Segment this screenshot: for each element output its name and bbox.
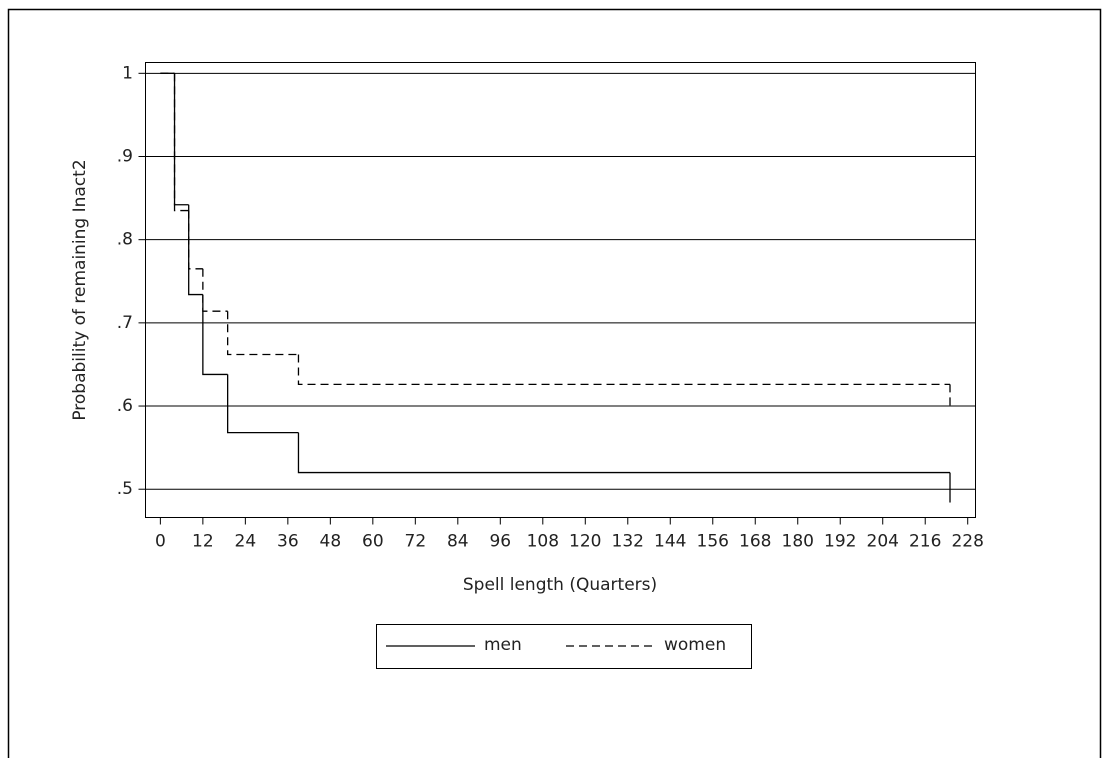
step-line: [297, 432, 951, 474]
x-tick-label: 36: [277, 532, 299, 552]
legend-label: women: [664, 635, 726, 655]
x-tick-label: 204: [867, 532, 899, 552]
x-tick-label: 60: [362, 532, 384, 552]
x-tick-label: 84: [447, 532, 469, 552]
step-line: [188, 204, 203, 296]
step-line: [188, 210, 203, 270]
x-tick-label: 132: [612, 532, 644, 552]
x-tick-label: 144: [654, 532, 686, 552]
x-tick-label: 156: [697, 532, 729, 552]
y-tick-label: 1: [122, 63, 133, 83]
x-tick-label: 12: [192, 532, 214, 552]
step-line: [173, 73, 189, 206]
x-tick-label: 228: [951, 532, 983, 552]
x-tick-label: 24: [235, 532, 257, 552]
y-tick-label: .6: [117, 396, 133, 416]
legend-box: [376, 624, 752, 669]
outer-frame: [7, 8, 1102, 758]
step-line: [227, 374, 299, 434]
y-axis-label: Probability of remaining Inact2: [70, 159, 90, 420]
step-line: [202, 268, 228, 312]
x-tick-label: 168: [739, 532, 771, 552]
step-line: [227, 311, 299, 356]
x-tick-label: 48: [320, 532, 342, 552]
y-tick-label: .5: [117, 479, 133, 499]
x-tick-label: 192: [824, 532, 856, 552]
y-tick-label: .7: [117, 313, 133, 333]
x-tick-label: 72: [405, 532, 427, 552]
step-line: [297, 354, 951, 386]
step-line: [173, 73, 189, 212]
plot-frame: [145, 62, 976, 518]
legend-label: men: [484, 635, 522, 655]
x-tick-label: 180: [782, 532, 814, 552]
x-tick-label: 216: [909, 532, 941, 552]
y-tick-label: .8: [117, 230, 133, 250]
y-tick-label: .9: [117, 146, 133, 166]
x-tick-label: 108: [527, 532, 559, 552]
x-tick-label: 96: [489, 532, 511, 552]
step-line: [202, 294, 228, 376]
x-tick-label: 120: [569, 532, 601, 552]
x-axis-label: Spell length (Quarters): [463, 575, 657, 595]
x-tick-label: 0: [155, 532, 166, 552]
